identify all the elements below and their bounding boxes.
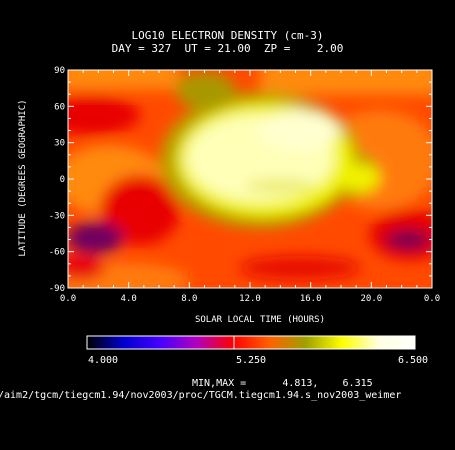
x-tick-label: 4.0 (121, 294, 137, 304)
x-tick-label: 0.0 (60, 294, 76, 304)
x-axis-ticks: 0.0 4.0 8.0 12.0 16.0 20.0 0.0 (60, 70, 440, 304)
y-tick-label: -30 (49, 211, 65, 221)
colorbar-mid-label: 5.250 (236, 355, 266, 366)
colorbar-frame (86, 335, 416, 350)
heatmap-field (68, 70, 432, 288)
min-value: 4.813, (282, 378, 319, 389)
source-path: /aim2/tgcm/tiegcm1.94/nov2003/proc/TGCM.… (0, 390, 402, 401)
min-max-readout: MIN,MAX = 4.813, 6.315 (192, 379, 373, 389)
chart-title: LOG10 ELECTRON DENSITY (cm-3) (131, 29, 324, 42)
y-tick-label: 30 (54, 139, 65, 149)
y-axis-label: LATITUDE (DEGREES GEOGRAPHIC) (18, 99, 28, 257)
x-tick-label: 12.0 (239, 294, 261, 304)
chart-subtitle: DAY = 327 UT = 21.00 ZP = 2.00 (111, 42, 344, 55)
x-tick-label: 0.0 (424, 294, 440, 304)
y-axis-ticks: 90 60 30 0 -30 -60 -90 (49, 66, 432, 294)
colorbar-min-label: 4.000 (88, 355, 118, 366)
colorbar (87, 336, 415, 349)
min-max-label: MIN,MAX = (192, 378, 247, 389)
y-tick-label: 0 (60, 175, 65, 185)
y-tick-label: -90 (49, 284, 65, 294)
x-tick-label: 16.0 (300, 294, 322, 304)
max-value: 6.315 (342, 378, 373, 389)
y-tick-label: 60 (54, 102, 65, 112)
y-tick-label: 90 (54, 66, 65, 76)
colorbar-max-label: 6.500 (398, 355, 428, 366)
y-tick-label: -60 (49, 248, 65, 258)
x-axis-label: SOLAR LOCAL TIME (HOURS) (194, 315, 326, 325)
x-tick-label: 20.0 (360, 294, 382, 304)
x-tick-label: 8.0 (181, 294, 197, 304)
